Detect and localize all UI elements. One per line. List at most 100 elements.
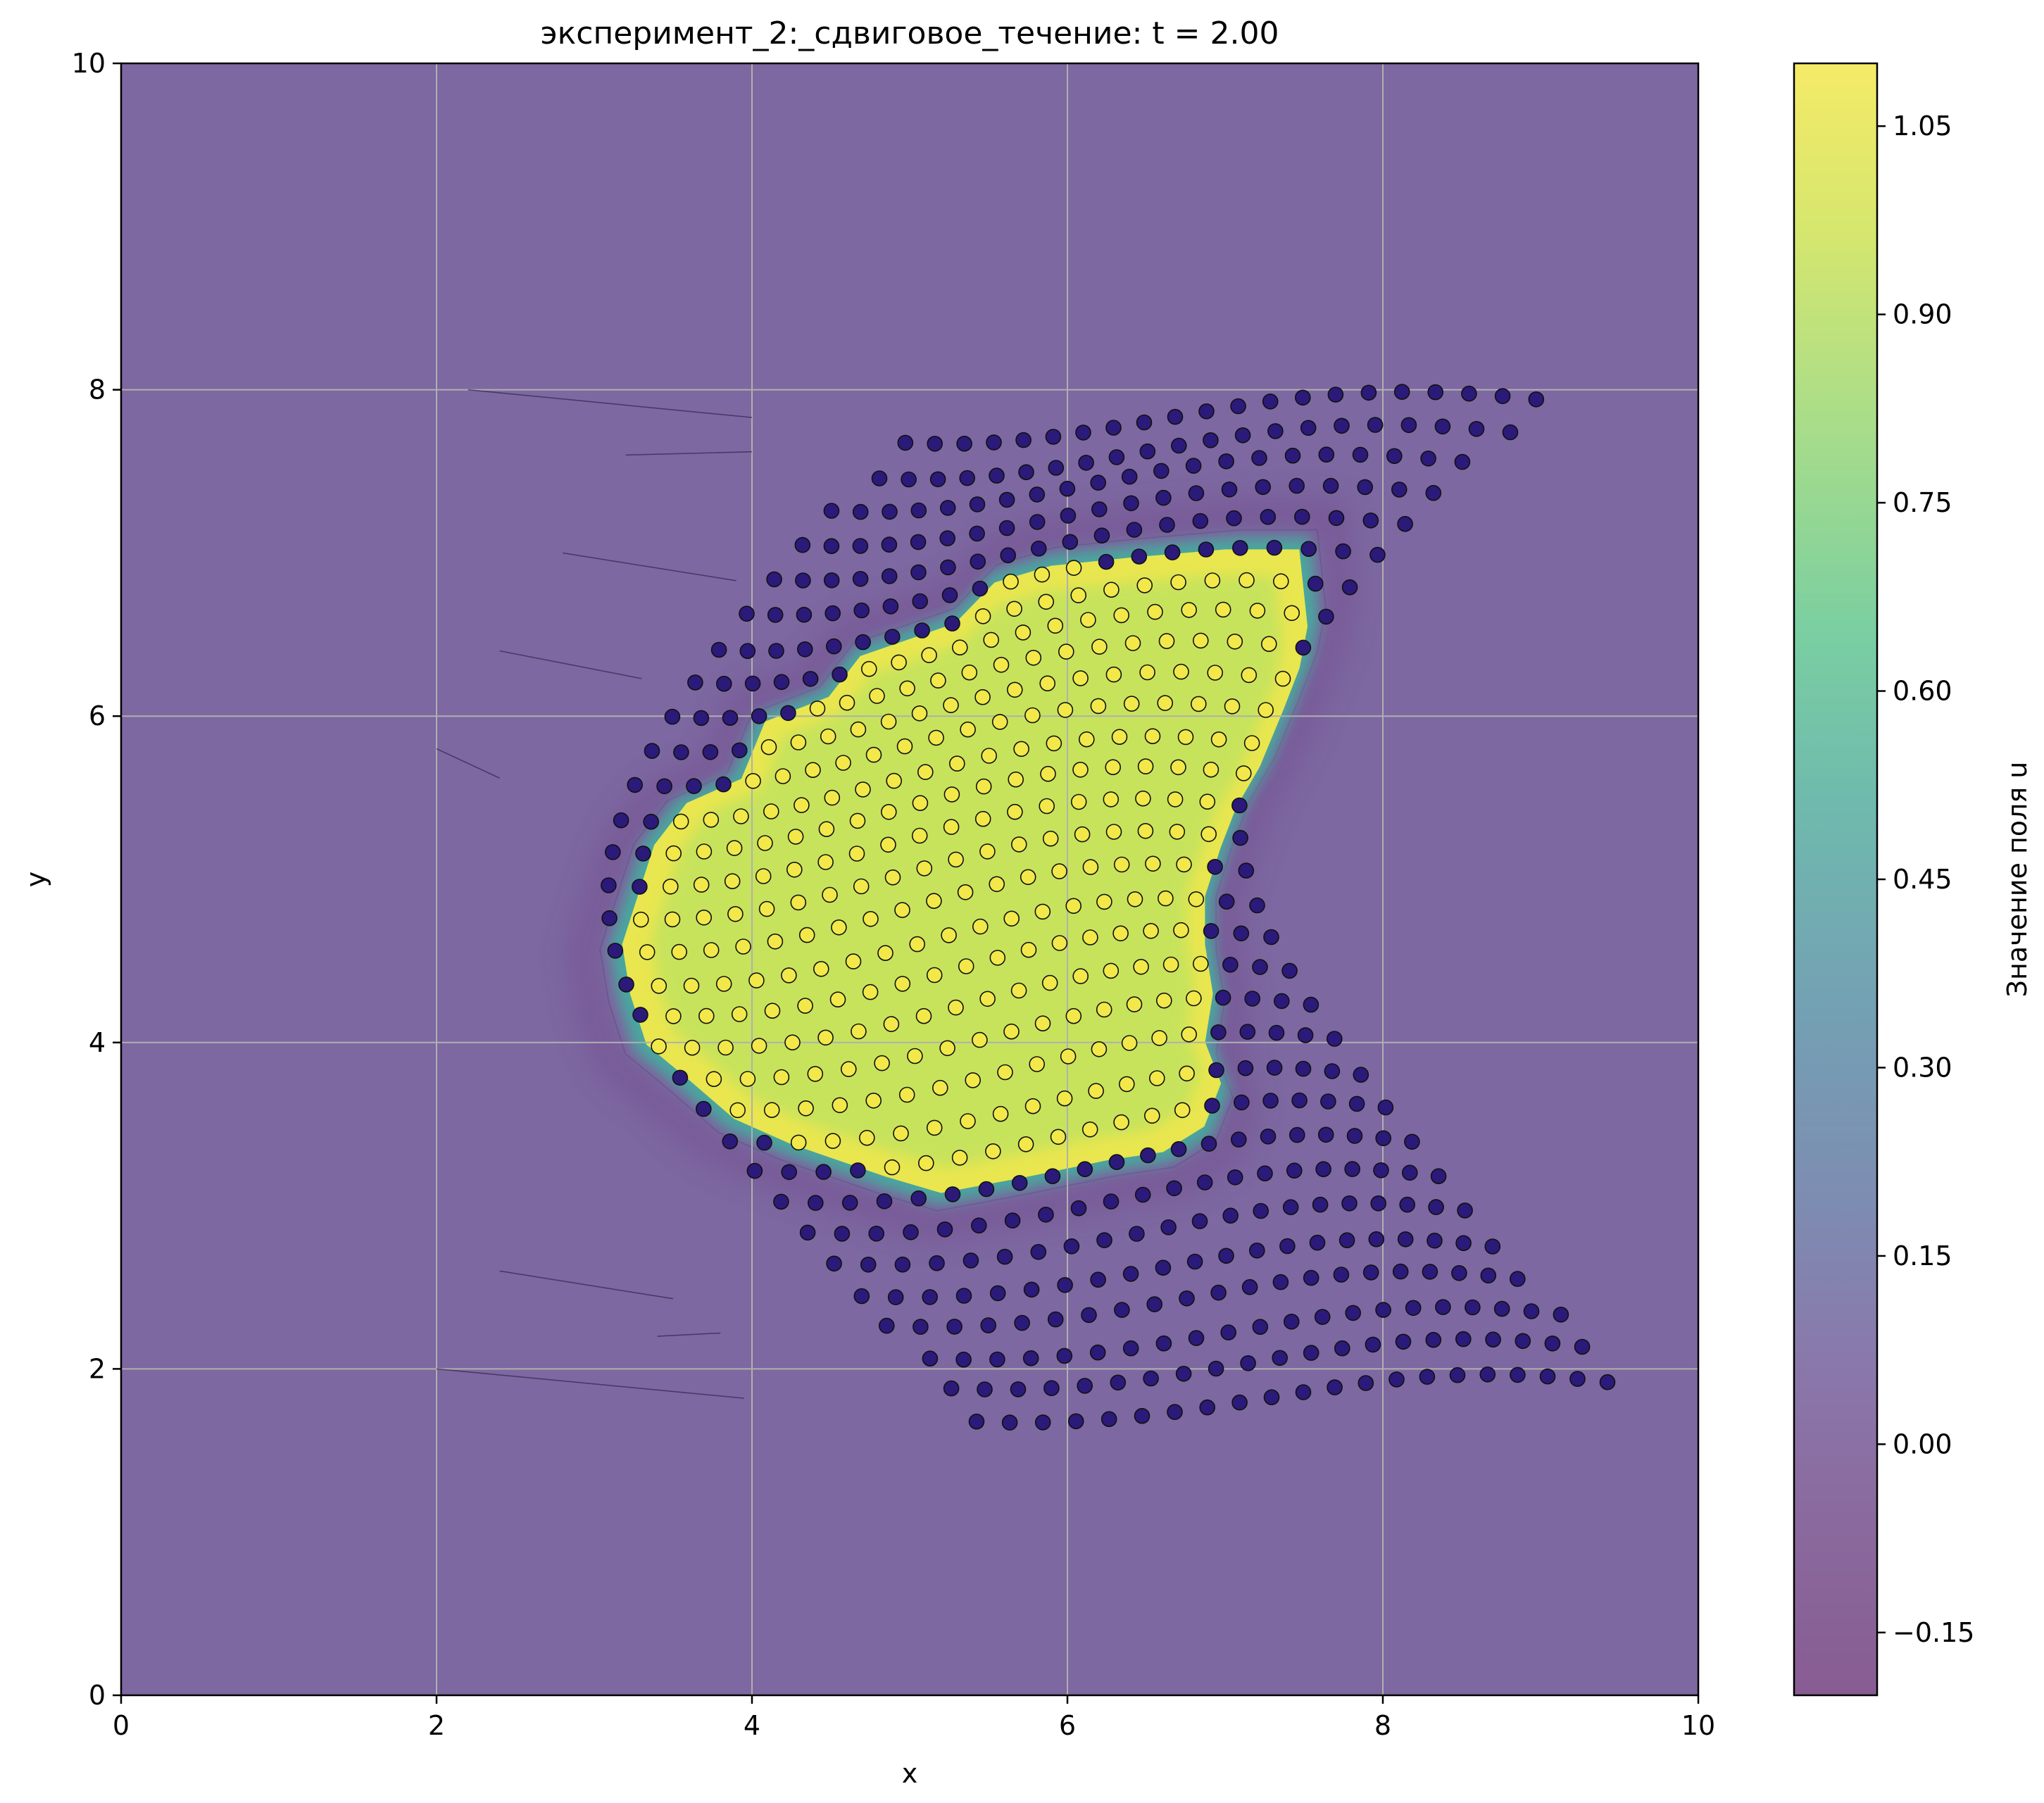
particle [1136, 577, 1153, 593]
particle [1365, 1336, 1381, 1353]
particle [1103, 962, 1120, 979]
particle [1341, 579, 1358, 596]
particle [884, 629, 901, 645]
particle [1038, 1207, 1054, 1223]
particle [1237, 1060, 1254, 1076]
particle [1011, 1175, 1028, 1191]
particle [1312, 1196, 1329, 1213]
particle [972, 918, 989, 935]
particle [1357, 479, 1373, 496]
particle [1251, 450, 1267, 466]
particle [1188, 1330, 1205, 1346]
particle [798, 926, 815, 943]
particle [1236, 765, 1252, 781]
particle [1098, 553, 1115, 570]
particle [1011, 836, 1027, 853]
particle [1014, 1314, 1030, 1331]
particle [959, 470, 975, 486]
particle [883, 1016, 900, 1032]
particle [716, 675, 732, 692]
particle [1185, 458, 1202, 474]
particle [1249, 897, 1265, 914]
particle [781, 967, 797, 984]
particle [722, 1133, 739, 1150]
particle [1327, 1031, 1343, 1047]
particle [1127, 891, 1143, 907]
particle [1017, 1136, 1034, 1152]
particle [1091, 501, 1108, 517]
particle [839, 694, 855, 711]
particle [794, 797, 810, 813]
particle [1484, 1238, 1501, 1255]
particle [989, 876, 1005, 893]
particle [831, 919, 847, 936]
particle [1249, 1243, 1265, 1259]
particle [1004, 1212, 1021, 1229]
y-tick-label: 0 [89, 1680, 106, 1711]
colorbar-tick-label: 0.45 [1893, 864, 1952, 895]
particle [790, 1134, 807, 1151]
particle [955, 1351, 972, 1368]
particle [1105, 666, 1122, 683]
particle [1238, 862, 1255, 879]
particle [1574, 1338, 1591, 1355]
particle [1204, 1098, 1220, 1114]
particle [944, 1186, 961, 1202]
particle [974, 608, 991, 624]
particle [1122, 1340, 1139, 1357]
particle [823, 538, 840, 555]
particle [1427, 384, 1443, 401]
particle [1230, 398, 1246, 415]
particle [896, 738, 913, 755]
particle [841, 1195, 858, 1211]
particle [1200, 1136, 1217, 1152]
particle [944, 615, 960, 632]
particle [876, 1193, 893, 1210]
particle [1121, 1035, 1138, 1051]
particle [1222, 1207, 1239, 1224]
particle [958, 958, 974, 974]
particle [1139, 443, 1156, 460]
particle [1090, 475, 1106, 491]
particle [731, 1006, 748, 1022]
particle [1352, 446, 1369, 463]
particle [1338, 1232, 1355, 1248]
particle [922, 1289, 938, 1305]
particle [881, 568, 898, 584]
particle [1029, 486, 1046, 503]
negative-ring-contour [569, 501, 1354, 1239]
particle [1510, 1367, 1526, 1383]
plateau-contour [651, 576, 1283, 1168]
particle [936, 1221, 953, 1238]
colorbar-tick-label: 0.15 [1893, 1240, 1952, 1271]
particle [739, 643, 756, 660]
particle [1060, 508, 1077, 524]
particle [1070, 587, 1086, 603]
particle [1144, 728, 1161, 744]
particle [989, 1351, 1005, 1368]
particle [613, 812, 629, 829]
particle [1134, 1186, 1151, 1203]
particle [910, 534, 927, 551]
particle [1375, 1130, 1391, 1147]
particle [813, 961, 829, 977]
particle [687, 674, 703, 691]
particle [1528, 391, 1545, 408]
particle [751, 708, 767, 724]
particle [980, 1317, 996, 1333]
x-axis-ticks: 0 2 4 6 8 10 [113, 1695, 1715, 1741]
particle [952, 639, 968, 656]
particle [693, 710, 710, 727]
particle [773, 674, 790, 691]
particle [1103, 1193, 1120, 1210]
particle [1291, 1092, 1308, 1109]
particle [802, 670, 819, 687]
particle [917, 764, 934, 780]
particle [1169, 824, 1186, 840]
particle [1023, 1281, 1040, 1298]
particle [1063, 1238, 1080, 1255]
particle [1024, 707, 1041, 724]
particle [1203, 923, 1219, 939]
particle [632, 911, 649, 928]
particle [1024, 1098, 1041, 1114]
